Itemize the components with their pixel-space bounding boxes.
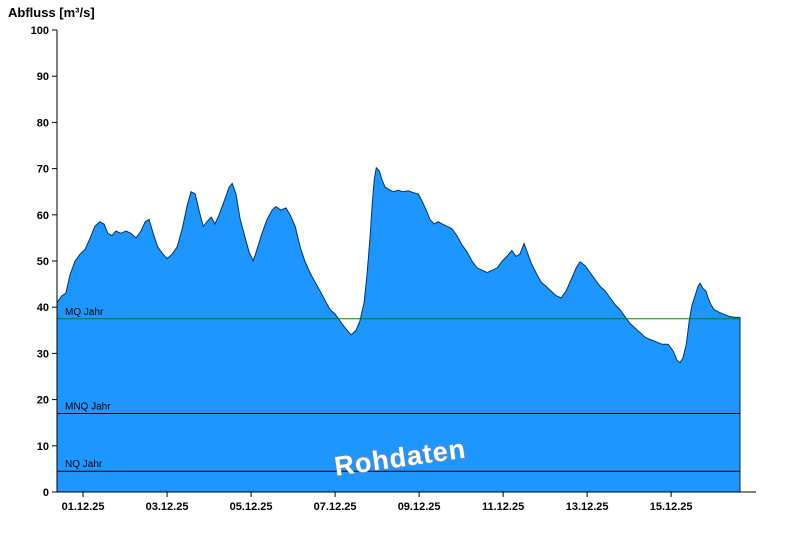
y-tick-label: 40 — [37, 302, 49, 314]
x-tick-label: 03.12.25 — [146, 501, 189, 513]
y-tick-label: 0 — [43, 487, 49, 499]
y-tick-label: 60 — [37, 210, 49, 222]
reference-label-mnq: MNQ Jahr — [65, 401, 111, 412]
y-tick-label: 30 — [37, 348, 49, 360]
y-tick-label: 20 — [37, 395, 49, 407]
y-tick-label: 90 — [37, 71, 49, 83]
x-tick-label: 01.12.25 — [62, 501, 105, 513]
x-tick-label: 09.12.25 — [398, 501, 441, 513]
area-series — [56, 166, 741, 493]
x-tick-label: 05.12.25 — [230, 501, 273, 513]
y-tick-label: 50 — [37, 256, 49, 268]
x-tick-label: 11.12.25 — [482, 501, 524, 513]
x-tick-label: 13.12.25 — [566, 501, 609, 513]
reference-label-mq: MQ Jahr — [65, 307, 104, 318]
x-tick-label: 07.12.25 — [314, 501, 357, 513]
y-tick-label: 80 — [37, 117, 49, 129]
chart-title: Abfluss [m³/s] — [8, 5, 95, 20]
x-tick-label: 15.12.25 — [650, 501, 693, 513]
y-tick-label: 70 — [37, 164, 49, 176]
y-tick-label: 10 — [37, 441, 49, 453]
y-tick-label: 100 — [31, 25, 49, 37]
reference-label-nq: NQ Jahr — [65, 459, 103, 470]
